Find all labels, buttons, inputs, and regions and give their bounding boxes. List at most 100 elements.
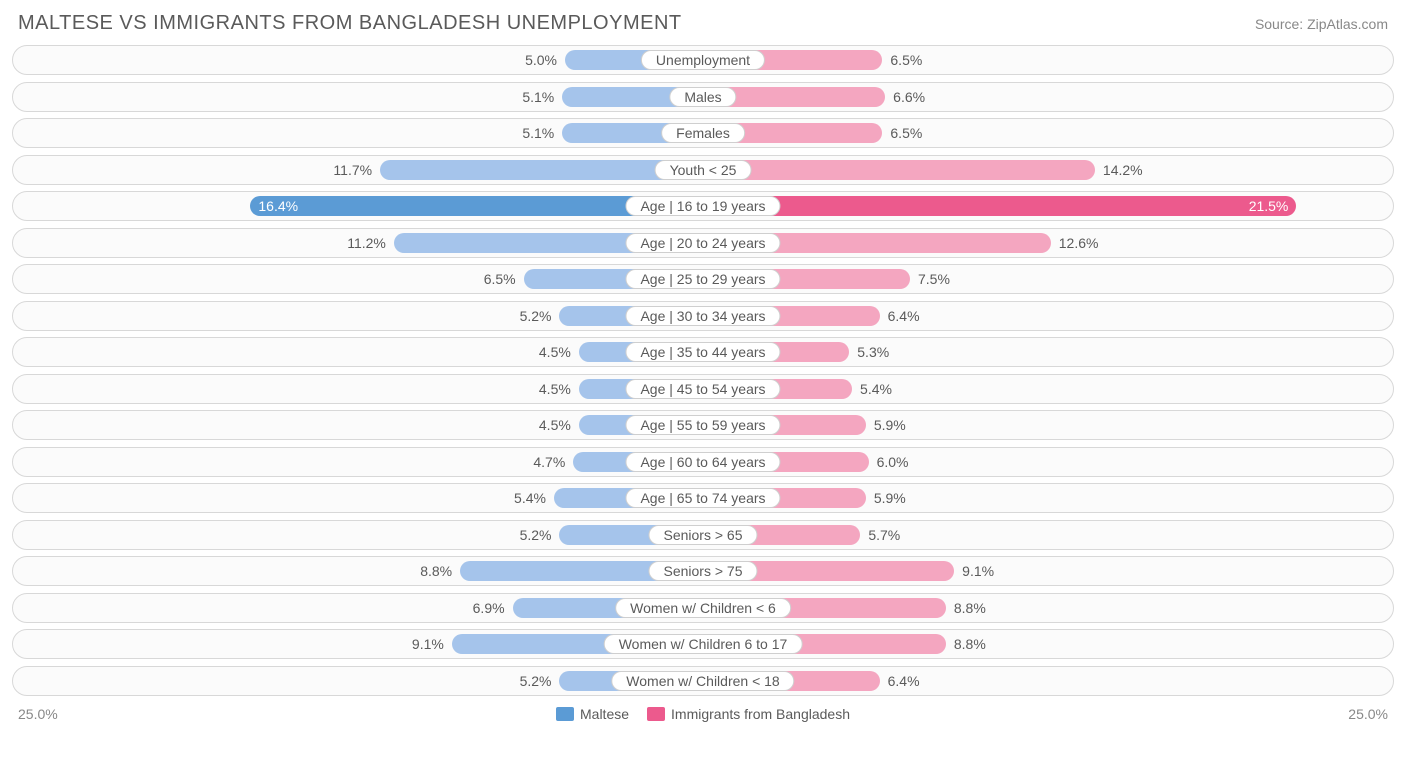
bar-right-half: 7.5% (703, 265, 1393, 293)
bar-right-value: 6.4% (880, 308, 920, 324)
legend-item-left: Maltese (556, 706, 629, 722)
row-category-label: Age | 65 to 74 years (625, 488, 780, 508)
bar-right-value: 6.6% (885, 89, 925, 105)
chart-row: 4.5%5.9%Age | 55 to 59 years (12, 410, 1394, 440)
row-category-label: Age | 25 to 29 years (625, 269, 780, 289)
bar-right-half: 9.1% (703, 557, 1393, 585)
bar-left-value: 5.2% (520, 308, 560, 324)
bar-left-value: 6.9% (473, 600, 513, 616)
bar-left-half: 4.5% (13, 338, 703, 366)
bar-right: 21.5% (703, 196, 1296, 216)
bar-right-value: 8.8% (946, 600, 986, 616)
chart-row: 4.7%6.0%Age | 60 to 64 years (12, 447, 1394, 477)
bar-left-half: 16.4% (13, 192, 703, 220)
legend: Maltese Immigrants from Bangladesh (58, 706, 1349, 722)
bar-right-half: 6.6% (703, 83, 1393, 111)
bar-right-half: 6.0% (703, 448, 1393, 476)
row-category-label: Seniors > 75 (649, 561, 758, 581)
bar-right-half: 5.3% (703, 338, 1393, 366)
bar-left-half: 4.7% (13, 448, 703, 476)
bar-left-value: 11.2% (347, 235, 394, 251)
row-category-label: Age | 55 to 59 years (625, 415, 780, 435)
bar-right-value: 6.5% (882, 125, 922, 141)
bar-left-value: 16.4% (258, 198, 298, 214)
bar-left-value: 4.5% (539, 417, 579, 433)
bar-left-half: 4.5% (13, 411, 703, 439)
bar-right-value: 6.4% (880, 673, 920, 689)
bar-left-value: 5.1% (522, 89, 562, 105)
bar-right-half: 21.5% (703, 192, 1393, 220)
bar-left-half: 5.2% (13, 302, 703, 330)
diverging-bar-chart: 5.0%6.5%Unemployment5.1%6.6%Males5.1%6.5… (12, 45, 1394, 696)
chart-row: 4.5% 5.4%Age | 45 to 54 years (12, 374, 1394, 404)
legend-item-right: Immigrants from Bangladesh (647, 706, 850, 722)
chart-footer: 25.0% Maltese Immigrants from Bangladesh… (12, 702, 1394, 724)
bar-right-value: 12.6% (1051, 235, 1099, 251)
bar-right-half: 6.4% (703, 302, 1393, 330)
bar-left-half: 5.4% (13, 484, 703, 512)
bar-left-value: 5.4% (514, 490, 554, 506)
bar-left-value: 4.5% (539, 344, 579, 360)
chart-row: 9.1% 8.8% Women w/ Children 6 to 17 (12, 629, 1394, 659)
bar-right-value: 14.2% (1095, 162, 1143, 178)
bar-left-half: 6.5% (13, 265, 703, 293)
bar-right-value: 5.3% (849, 344, 889, 360)
bar-left-half: 11.2% (13, 229, 703, 257)
row-category-label: Age | 45 to 54 years (625, 379, 780, 399)
legend-swatch-right (647, 707, 665, 721)
legend-label-left: Maltese (580, 706, 629, 722)
bar-left-half: 5.2% (13, 521, 703, 549)
chart-row: 5.2% 6.4% Age | 30 to 34 years (12, 301, 1394, 331)
bar-left-value: 5.1% (522, 125, 562, 141)
bar-right: 14.2% (703, 160, 1095, 180)
bar-right-half: 6.4% (703, 667, 1393, 695)
bar-right-value: 5.9% (866, 490, 906, 506)
chart-row: 8.8%9.1%Seniors > 75 (12, 556, 1394, 586)
bar-left-value: 11.7% (333, 162, 380, 178)
bar-right-half: 5.7% (703, 521, 1393, 549)
chart-row: 5.1% 6.5% Females (12, 118, 1394, 148)
row-category-label: Unemployment (641, 50, 765, 70)
bar-right-half: 6.5% (703, 46, 1393, 74)
chart-row: 5.0% 6.5%Unemployment (12, 45, 1394, 75)
bar-left-half: 11.7% (13, 156, 703, 184)
axis-right-max: 25.0% (1348, 706, 1388, 722)
row-category-label: Age | 20 to 24 years (625, 233, 780, 253)
chart-row: 6.9% 8.8% Women w/ Children < 6 (12, 593, 1394, 623)
bar-left-value: 9.1% (412, 636, 452, 652)
chart-row: 5.2% 6.4% Women w/ Children < 18 (12, 666, 1394, 696)
chart-row: 5.4% 5.9% Age | 65 to 74 years (12, 483, 1394, 513)
chart-row: 11.2% 12.6% Age | 20 to 24 years (12, 228, 1394, 258)
bar-left-value: 5.2% (520, 673, 560, 689)
bar-left-half: 6.9% (13, 594, 703, 622)
bar-right-value: 9.1% (954, 563, 994, 579)
chart-row: 6.5% 7.5% Age | 25 to 29 years (12, 264, 1394, 294)
row-category-label: Age | 16 to 19 years (625, 196, 780, 216)
bar-left-value: 5.0% (525, 52, 565, 68)
bar-right-half: 5.4% (703, 375, 1393, 403)
legend-swatch-left (556, 707, 574, 721)
row-category-label: Males (669, 87, 736, 107)
bar-right-value: 7.5% (910, 271, 950, 287)
bar-left-half: 5.1% (13, 119, 703, 147)
bar-left-half: 4.5% (13, 375, 703, 403)
bar-right-half: 5.9% (703, 484, 1393, 512)
bar-left-value: 5.2% (520, 527, 560, 543)
row-category-label: Females (661, 123, 745, 143)
row-category-label: Seniors > 65 (649, 525, 758, 545)
axis-left-max: 25.0% (18, 706, 58, 722)
bar-right-half: 6.5% (703, 119, 1393, 147)
bar-right-value: 8.8% (946, 636, 986, 652)
bar-left-value: 6.5% (484, 271, 524, 287)
chart-row: 11.7%14.2%Youth < 25 (12, 155, 1394, 185)
row-category-label: Age | 30 to 34 years (625, 306, 780, 326)
row-category-label: Youth < 25 (655, 160, 752, 180)
bar-left-half: 9.1% (13, 630, 703, 658)
bar-left-value: 4.5% (539, 381, 579, 397)
bar-right-value: 21.5% (1249, 198, 1289, 214)
row-category-label: Women w/ Children 6 to 17 (604, 634, 803, 654)
bar-right-half: 8.8% (703, 594, 1393, 622)
row-category-label: Women w/ Children < 6 (615, 598, 791, 618)
bar-left-half: 5.1% (13, 83, 703, 111)
row-category-label: Women w/ Children < 18 (611, 671, 794, 691)
